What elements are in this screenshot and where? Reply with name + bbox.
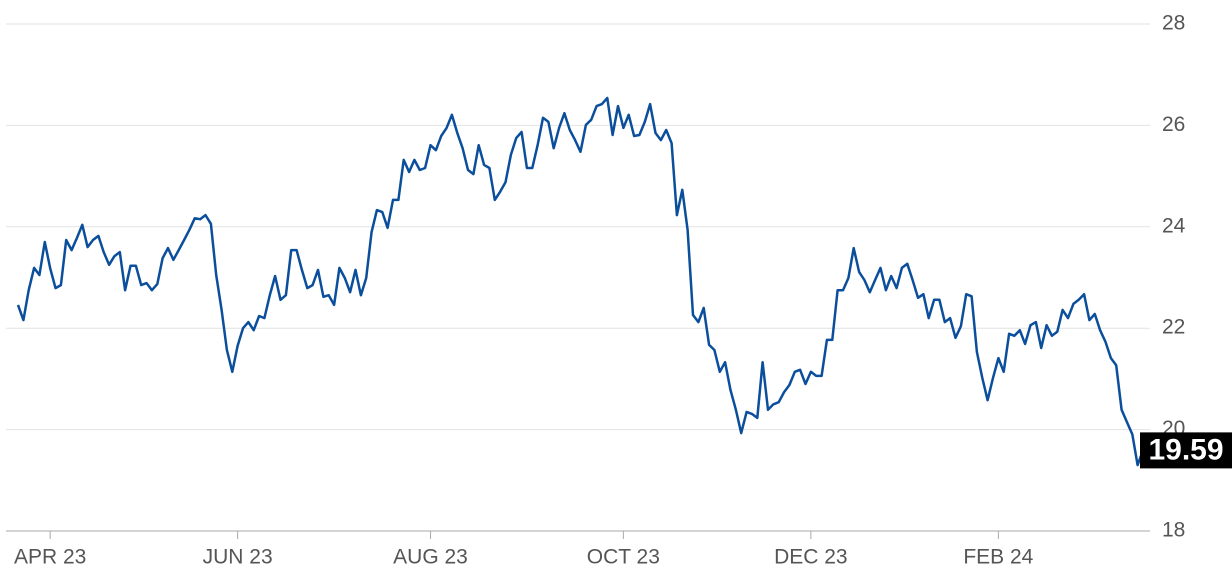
x-tick-label: FEB 24 xyxy=(963,546,1033,569)
price-line xyxy=(16,96,1145,467)
last-value-box xyxy=(1140,432,1232,469)
x-tick-label: OCT 23 xyxy=(587,546,660,569)
y-tick-label: 22 xyxy=(1162,316,1185,339)
y-tick-label: 26 xyxy=(1162,113,1185,136)
x-tick-label: JUN 23 xyxy=(203,546,273,569)
y-tick-label: 28 xyxy=(1162,12,1185,35)
x-tick-label: AUG 23 xyxy=(393,546,468,569)
last-value-label: 19.59 xyxy=(1148,433,1223,466)
x-tick-label: DEC 23 xyxy=(774,546,848,569)
y-tick-label: 18 xyxy=(1162,519,1185,542)
y-tick-label: 24 xyxy=(1162,214,1186,237)
x-tick-label: APR 23 xyxy=(14,546,86,569)
